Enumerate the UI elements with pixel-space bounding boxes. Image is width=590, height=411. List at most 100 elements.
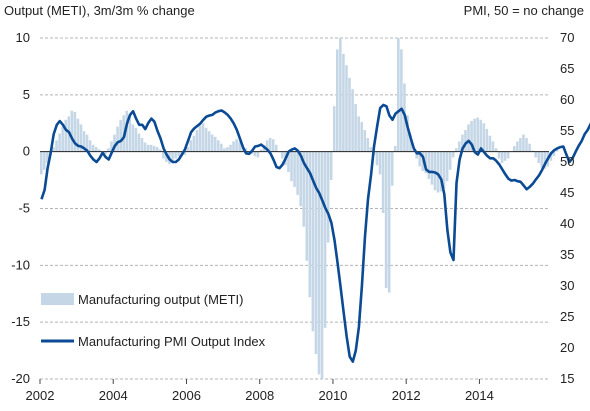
output-bar bbox=[259, 149, 263, 152]
output-bar bbox=[226, 147, 229, 152]
pmi-line bbox=[40, 103, 590, 363]
left-tick-label: 10 bbox=[16, 30, 30, 45]
output-bar bbox=[79, 124, 83, 152]
output-bar bbox=[369, 147, 373, 152]
output-bar bbox=[61, 126, 64, 152]
output-bar bbox=[235, 139, 238, 152]
output-bar bbox=[342, 53, 345, 152]
output-bar bbox=[436, 151, 440, 193]
output-bar bbox=[281, 151, 284, 159]
output-bar bbox=[232, 141, 235, 152]
right-tick-label: 65 bbox=[560, 61, 574, 76]
pmi-series-line bbox=[40, 103, 590, 363]
output-bar bbox=[305, 151, 309, 261]
x-tick-label: 2002 bbox=[26, 388, 55, 403]
output-bar bbox=[287, 151, 290, 173]
output-bar bbox=[302, 151, 306, 227]
output-bar bbox=[525, 138, 528, 152]
output-bar bbox=[155, 147, 159, 152]
output-bar bbox=[360, 122, 364, 152]
output-bar bbox=[549, 151, 553, 161]
output-bar bbox=[378, 151, 382, 175]
output-bar bbox=[497, 151, 501, 159]
output-bar bbox=[293, 151, 296, 187]
legend-swatch-output bbox=[41, 293, 74, 305]
output-bar bbox=[500, 151, 504, 164]
output-bar bbox=[494, 148, 498, 152]
output-bar bbox=[70, 110, 74, 152]
output-bar bbox=[146, 144, 150, 152]
output-bar bbox=[220, 143, 223, 152]
left-tick-label: -15 bbox=[11, 314, 30, 329]
output-bar bbox=[290, 151, 293, 182]
output-bar bbox=[424, 151, 428, 174]
output-bar bbox=[73, 111, 77, 152]
output-bar bbox=[375, 151, 379, 166]
output-bar bbox=[470, 120, 473, 152]
output-bar bbox=[183, 151, 187, 156]
x-tick-label: 2008 bbox=[245, 388, 274, 403]
output-bar bbox=[381, 151, 385, 214]
output-bar bbox=[113, 134, 116, 152]
output-bar bbox=[186, 147, 190, 152]
output-bar bbox=[299, 151, 302, 207]
right-tick-label: 15 bbox=[560, 371, 574, 386]
output-bar bbox=[522, 134, 525, 152]
output-bar bbox=[43, 151, 46, 170]
left-tick-label: -10 bbox=[11, 257, 30, 272]
output-bar bbox=[137, 133, 141, 152]
output-bar bbox=[131, 124, 135, 152]
output-bar bbox=[433, 151, 437, 191]
output-bar bbox=[543, 151, 547, 169]
output-bar bbox=[116, 126, 119, 152]
x-tick-label: 2012 bbox=[392, 388, 421, 403]
output-bar bbox=[393, 145, 397, 152]
output-bar bbox=[397, 38, 400, 152]
output-bar bbox=[363, 130, 367, 152]
output-bar bbox=[519, 138, 522, 152]
output-bar bbox=[516, 141, 519, 152]
legend-label-pmi: Manufacturing PMI Output Index bbox=[78, 334, 266, 349]
output-bar bbox=[540, 151, 544, 168]
output-bar bbox=[351, 89, 354, 152]
output-bar bbox=[412, 149, 415, 152]
output-bar bbox=[140, 138, 144, 152]
output-bar bbox=[308, 151, 312, 298]
output-bar bbox=[162, 151, 165, 159]
output-bar bbox=[537, 151, 540, 164]
output-bar bbox=[296, 151, 299, 195]
output-bar bbox=[455, 148, 458, 152]
output-bar bbox=[159, 149, 162, 152]
output-bar bbox=[223, 148, 226, 152]
output-bar bbox=[119, 119, 122, 152]
output-bar bbox=[174, 151, 177, 159]
output-bar bbox=[339, 38, 342, 152]
right-tick-label: 50 bbox=[560, 154, 574, 169]
output-bar bbox=[152, 145, 156, 152]
output-bar bbox=[143, 142, 147, 152]
right-tick-label: 45 bbox=[560, 185, 574, 200]
output-bar bbox=[329, 151, 333, 181]
right-axis-ticks: 70 65 60 55 50 45 40 35 30 25 20 15 bbox=[560, 30, 574, 386]
output-bar bbox=[171, 151, 174, 162]
output-bar bbox=[198, 125, 202, 152]
output-bar bbox=[192, 135, 196, 152]
output-bar bbox=[317, 151, 321, 375]
output-bar bbox=[354, 103, 357, 152]
output-bar bbox=[445, 151, 449, 182]
output-bar bbox=[467, 124, 470, 152]
output-bar bbox=[357, 116, 360, 152]
output-bar bbox=[451, 151, 455, 158]
legend: Manufacturing output (METI) Manufacturin… bbox=[41, 292, 266, 349]
output-bar bbox=[125, 110, 129, 152]
output-bar bbox=[323, 151, 327, 328]
left-tick-label: 0 bbox=[23, 144, 30, 159]
output-bar bbox=[430, 151, 434, 185]
left-tick-label: -20 bbox=[11, 371, 30, 386]
right-tick-label: 70 bbox=[560, 30, 574, 45]
output-bar bbox=[201, 123, 205, 152]
x-tick-label: 2010 bbox=[318, 388, 347, 403]
output-bar bbox=[345, 65, 348, 152]
output-bar bbox=[448, 151, 452, 170]
right-tick-label: 30 bbox=[560, 278, 574, 293]
